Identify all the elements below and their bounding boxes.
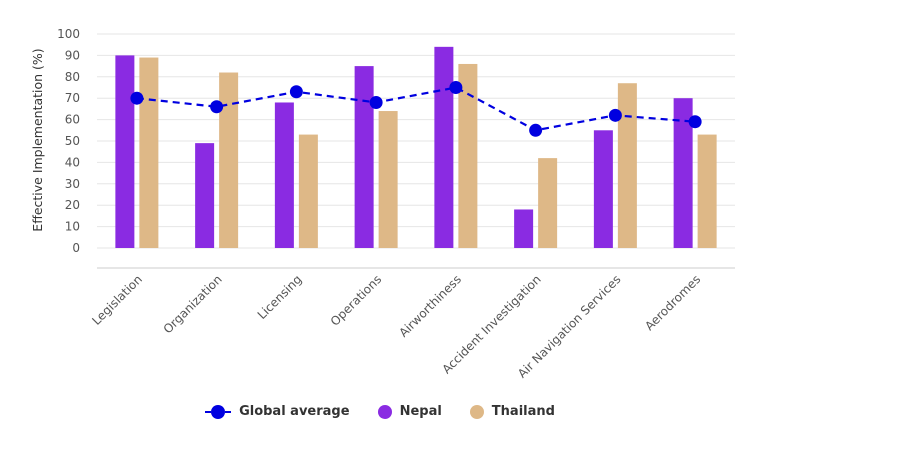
bar-nepal	[514, 209, 534, 248]
global-average-path	[136, 86, 696, 132]
bar-thailand	[298, 134, 318, 248]
global-average-point	[210, 100, 224, 114]
legend-label: Thailand	[491, 404, 555, 419]
x-tick-label: Aerodromes	[642, 272, 703, 333]
global-average-point	[449, 81, 463, 94]
y-tick-label: 30	[65, 177, 80, 191]
y-tick-label: 100	[57, 27, 80, 41]
x-tick-label: Organization	[161, 272, 225, 336]
bar-nepal	[593, 130, 613, 248]
y-tick-label: 10	[65, 220, 80, 234]
x-tick-label: Operations	[328, 272, 385, 329]
legend-label: Global average	[239, 404, 350, 419]
legend-item-thailand[interactable]: Thailand	[469, 404, 555, 419]
bar-nepal	[434, 46, 454, 249]
legend: Global average Nepal Thailand	[0, 404, 760, 419]
y-tick-label: 90	[65, 48, 80, 62]
global-average-point	[529, 123, 543, 137]
bar-nepal	[354, 66, 374, 248]
line-dot-icon	[205, 404, 232, 419]
dot-icon	[469, 404, 484, 419]
legend-label: Nepal	[399, 404, 442, 419]
bar-thailand	[458, 63, 478, 249]
y-axis-ticks: 0 10 20 30 40 50 60 70 80 90 100	[57, 27, 80, 255]
y-axis-label: Effective Implementation (%)	[30, 48, 45, 231]
y-tick-label: 40	[65, 155, 80, 169]
global-average-point	[369, 95, 383, 109]
legend-item-nepal[interactable]: Nepal	[377, 404, 442, 419]
legend-item-global-average[interactable]: Global average	[205, 404, 350, 419]
bar-thailand	[538, 158, 558, 248]
bar-thailand	[617, 83, 637, 248]
bar-nepal	[115, 55, 135, 249]
global-average-line	[130, 81, 702, 137]
dot-icon	[377, 404, 392, 419]
global-average-point	[688, 115, 702, 129]
bar-nepal	[673, 98, 693, 248]
global-average-point	[289, 85, 303, 99]
x-tick-label: Legislation	[89, 272, 145, 328]
y-tick-label: 50	[65, 134, 80, 148]
bar-thailand	[219, 72, 239, 249]
bar-thailand	[378, 111, 398, 248]
y-tick-label: 60	[65, 113, 80, 127]
x-axis-categories: Legislation Organization Licensing Operatio…	[89, 272, 703, 380]
x-tick-label: Airworthiness	[396, 272, 464, 340]
bar-nepal	[195, 143, 215, 248]
bar-thailand	[697, 134, 717, 248]
gridlines	[97, 33, 735, 249]
y-tick-label: 20	[65, 198, 80, 212]
y-tick-label: 70	[65, 91, 80, 105]
x-tick-label: Licensing	[255, 272, 305, 322]
global-average-point	[608, 108, 622, 122]
global-average-point	[130, 91, 144, 105]
y-tick-label: 80	[65, 70, 80, 84]
y-tick-label: 0	[72, 241, 80, 255]
bars	[115, 46, 717, 249]
bar-nepal	[274, 102, 294, 248]
bar-thailand	[139, 57, 159, 248]
